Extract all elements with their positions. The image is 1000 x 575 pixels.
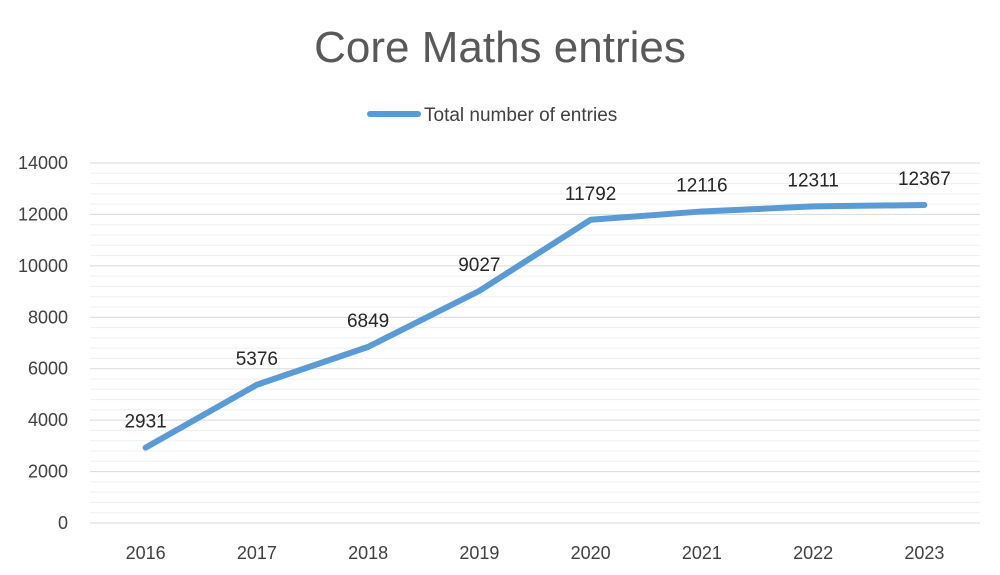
data-label: 11792 (565, 184, 616, 205)
y-tick-label: 6000 (28, 359, 68, 379)
data-label: 9027 (458, 255, 500, 276)
y-tick-label: 4000 (28, 410, 68, 430)
x-tick-label: 2016 (126, 543, 166, 563)
data-label: 12311 (787, 170, 838, 191)
series-polyline (142, 201, 928, 451)
gridlines (90, 162, 980, 524)
series-line (142, 201, 928, 451)
data-labels: 2931 5376 6849 9027 11792 12116 12311 12367 (124, 169, 950, 433)
x-tick-label: 2020 (571, 543, 611, 563)
x-tick-label: 2021 (682, 543, 722, 563)
x-tick-label: 2019 (459, 543, 499, 563)
x-tick-label: 2018 (348, 543, 388, 563)
y-axis: 0 2000 4000 6000 8000 10000 12000 14000 (18, 153, 68, 533)
data-label: 12367 (898, 169, 951, 190)
x-tick-label: 2023 (904, 543, 944, 563)
y-tick-label: 8000 (28, 307, 68, 327)
y-tick-label: 0 (58, 513, 68, 533)
y-tick-label: 2000 (28, 462, 68, 482)
x-axis: 2016 2017 2018 2019 2020 2021 2022 2023 (126, 543, 945, 563)
x-tick-label: 2022 (793, 543, 833, 563)
legend: Total number of entries (367, 105, 617, 126)
data-label: 5376 (236, 349, 278, 370)
x-tick-label: 2017 (237, 543, 277, 563)
data-label: 2931 (124, 412, 166, 433)
y-tick-label: 12000 (18, 204, 68, 224)
y-tick-label: 14000 (18, 153, 68, 173)
data-label: 12116 (676, 175, 727, 196)
legend-entry: Total number of entries (424, 105, 617, 126)
y-tick-label: 10000 (18, 256, 68, 276)
data-label: 6849 (347, 311, 389, 332)
chart-title: Core Maths entries (314, 23, 686, 72)
